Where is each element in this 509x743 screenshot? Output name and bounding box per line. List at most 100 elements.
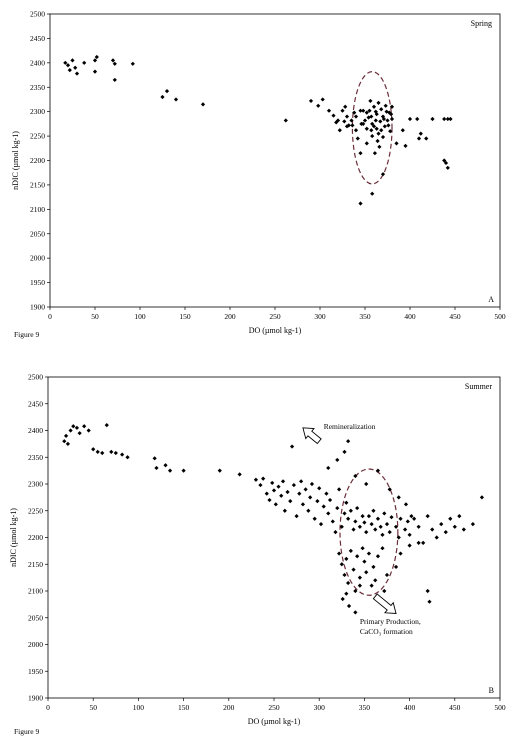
chart-a-x-axis-title: DO (µmol kg-1): [249, 326, 302, 335]
chart-b-data-point: [403, 527, 407, 531]
chart-a-data-point: [361, 109, 365, 113]
chart-a-data-point: [354, 114, 358, 118]
chart-a-x-tick-label: 400: [404, 312, 416, 321]
chart-b-data-point: [382, 589, 386, 593]
chart-a-data-point: [446, 166, 450, 170]
chart-a-data-point: [415, 117, 419, 121]
chart-b-data-point: [335, 506, 339, 510]
chart-a-x-tick-label: 350: [359, 312, 371, 321]
figure-label-a: Figure 9: [14, 330, 39, 339]
chart-b-data-point: [426, 589, 430, 593]
chart-b-data-point: [66, 442, 70, 446]
chart-a-data-point: [385, 118, 389, 122]
chart-b-y-axis-title: nDIC (µmol kg-1): [9, 508, 18, 567]
chart-a-data-point: [377, 145, 381, 149]
chart-b-data-point: [82, 424, 86, 428]
chart-b-data-point: [358, 584, 362, 588]
chart-b-x-tick-label: 0: [46, 703, 50, 712]
chart-a-data-point: [374, 118, 378, 122]
chart-b-x-tick-label: 300: [314, 703, 326, 712]
chart-a-x-tick-label: 0: [48, 312, 52, 321]
chart-a-y-tick-label: 2500: [30, 10, 45, 19]
chart-a-data-point: [373, 151, 377, 155]
chart-a-y-axis-title: nDIC (µmol kg-1): [11, 131, 20, 190]
chart-a-data-point: [368, 99, 372, 103]
chart-b-data-point: [308, 495, 312, 499]
chart-a-data-point: [316, 104, 320, 108]
chart-b-data-point: [340, 562, 344, 566]
chart-b-data-point: [385, 522, 389, 526]
chart-b-x-tick-label: 150: [178, 703, 190, 712]
chart-b-data-point: [409, 514, 413, 518]
chart-a-data-point: [82, 61, 86, 65]
chart-b-data-point: [376, 469, 380, 473]
chart-b-data-point: [276, 485, 280, 489]
chart-b-data-point: [346, 517, 350, 521]
chart-b-data-point: [370, 584, 374, 588]
primary-production-label-line2: CaCO₃ formation: [360, 627, 413, 636]
chart-a-data-point: [165, 89, 169, 93]
chart-a-data-point: [113, 78, 117, 82]
chart-b-data-point: [182, 469, 186, 473]
chart-b-data-point: [367, 551, 371, 555]
chart-a-data-point: [390, 117, 394, 121]
chart-b-data-point: [360, 546, 364, 550]
chart-b-data-point: [351, 568, 355, 572]
chart-b-data-point: [319, 522, 323, 526]
chart-b-data-point: [364, 530, 368, 534]
chart-a-data-point: [378, 119, 382, 123]
chart-b-data-point: [376, 517, 380, 521]
chart-a-data-point: [424, 136, 428, 140]
chart-b-data-point: [272, 488, 276, 492]
chart-a-data-point: [384, 104, 388, 108]
chart-b-y-tick-label: 2250: [28, 506, 43, 515]
chart-a-y-tick-label: 1950: [30, 278, 45, 287]
chart-b-data-point: [388, 530, 392, 534]
chart-b-y-tick-label: 2200: [28, 533, 43, 542]
chart-b-data-point: [371, 565, 375, 569]
chart-b-data-point: [71, 424, 75, 428]
chart-a-data-point: [358, 151, 362, 155]
chart-a-svg: 0 50 100 150 200 250 300 350 400 450 5001900195020…: [0, 0, 509, 372]
chart-b-data-point: [313, 517, 317, 521]
chart-a-data-point: [401, 128, 405, 132]
chart-a-x-tick-label: 200: [224, 312, 236, 321]
chart-a-data-point: [370, 192, 374, 196]
chart-b-panel-label: B: [489, 686, 494, 695]
chart-a-data-point: [66, 63, 70, 67]
chart-b-data-point: [398, 517, 402, 521]
chart-b-data-point: [435, 535, 439, 539]
chart-b-y-tick-label: 1950: [28, 667, 43, 676]
remineralization-label: Remineralization: [324, 422, 376, 431]
chart-a-data-point: [350, 123, 354, 127]
chart-a-y-tick-label: 2300: [30, 107, 45, 116]
chart-b-data-point: [439, 522, 443, 526]
chart-b-data-point: [342, 511, 346, 515]
chart-b-data-point: [370, 522, 374, 526]
chart-a-data-point: [174, 97, 178, 101]
chart-b-x-tick-label: 200: [223, 703, 235, 712]
chart-a-data-point: [113, 62, 117, 66]
chart-a-x-tick-label: 500: [494, 312, 506, 321]
chart-b-data-point: [326, 466, 330, 470]
chart-b-data-point: [379, 525, 383, 529]
chart-a-data-point: [375, 127, 379, 131]
chart-b-data-point: [283, 509, 287, 513]
chart-b-data-point: [471, 522, 475, 526]
chart-a-data-point: [381, 135, 385, 139]
chart-a-data-point: [354, 128, 358, 132]
chart-a-data-point: [160, 95, 164, 99]
chart-b-data-point: [367, 514, 371, 518]
chart-a-data-point: [448, 117, 452, 121]
chart-b-data-point: [218, 469, 222, 473]
chart-b-data-point: [362, 520, 366, 524]
chart-b-y-tick-label: 2500: [28, 373, 43, 382]
chart-b-data-point: [288, 499, 292, 503]
chart-b-data-point: [457, 514, 461, 518]
chart-b-data-point: [281, 479, 285, 483]
chart-a-data-point: [345, 114, 349, 118]
chart-b-data-point: [310, 482, 314, 486]
chart-b-data-point: [267, 498, 271, 502]
chart-b-data-point: [279, 494, 283, 498]
chart-b-data-point: [349, 549, 353, 553]
